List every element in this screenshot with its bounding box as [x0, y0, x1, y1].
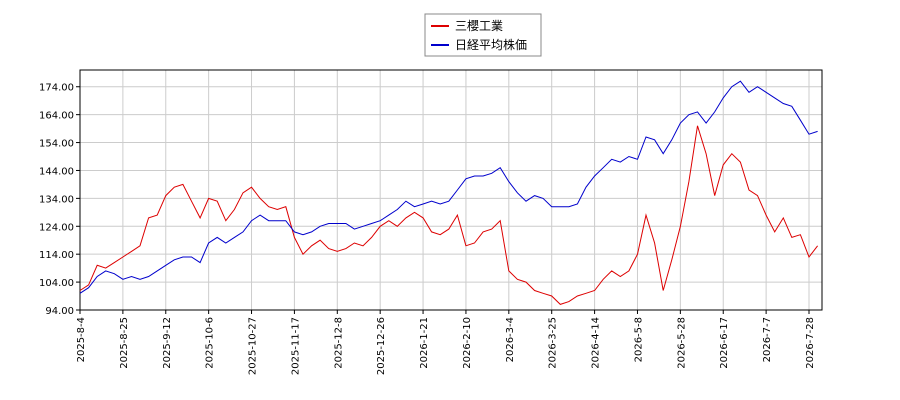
- x-tick-label: 2025-12-8: [333, 317, 344, 369]
- plot-area: [80, 70, 822, 310]
- y-tick-label: 124.00: [39, 222, 74, 233]
- x-tick-label: 2025-10-27: [248, 317, 259, 375]
- legend-label: 三櫻工業: [455, 18, 503, 33]
- x-tick-label: 2026-7-28: [805, 317, 816, 369]
- y-tick-label: 114.00: [39, 250, 74, 261]
- x-tick-label: 2026-1-21: [419, 317, 430, 369]
- y-tick-label: 144.00: [39, 166, 74, 177]
- x-tick-label: 2026-7-7: [762, 317, 773, 362]
- legend-box: [424, 13, 542, 57]
- legend-label: 日経平均株価: [455, 37, 527, 52]
- x-tick-label: 2025-11-17: [290, 317, 301, 375]
- x-tick-label: 2026-6-17: [719, 317, 730, 369]
- x-tick-label: 2026-2-10: [462, 317, 473, 369]
- line-series: [79, 125, 818, 305]
- x-tick-label: 2025-10-6: [205, 317, 216, 369]
- x-tick-label: 2026-5-28: [676, 317, 687, 369]
- x-tick-label: 2025-8-25: [119, 317, 130, 369]
- line-series: [79, 80, 818, 294]
- y-tick-label: 134.00: [39, 194, 74, 205]
- plot-frame: [79, 69, 823, 311]
- y-tick-label: 164.00: [39, 111, 74, 122]
- x-tick-label: 2025-9-12: [162, 317, 173, 369]
- x-tick-label: 2026-3-4: [505, 317, 516, 362]
- y-tick-label: 174.00: [39, 83, 74, 94]
- x-tick-label: 2026-5-8: [633, 317, 644, 362]
- x-tick-label: 2026-4-14: [591, 317, 602, 369]
- y-tick-label: 94.00: [45, 306, 74, 317]
- y-tick-label: 104.00: [39, 278, 74, 289]
- x-tick-label: 2026-3-25: [548, 317, 559, 369]
- x-tick-label: 2025-8-4: [76, 317, 87, 362]
- y-tick-label: 154.00: [39, 139, 74, 150]
- x-tick-label: 2025-12-26: [376, 317, 387, 375]
